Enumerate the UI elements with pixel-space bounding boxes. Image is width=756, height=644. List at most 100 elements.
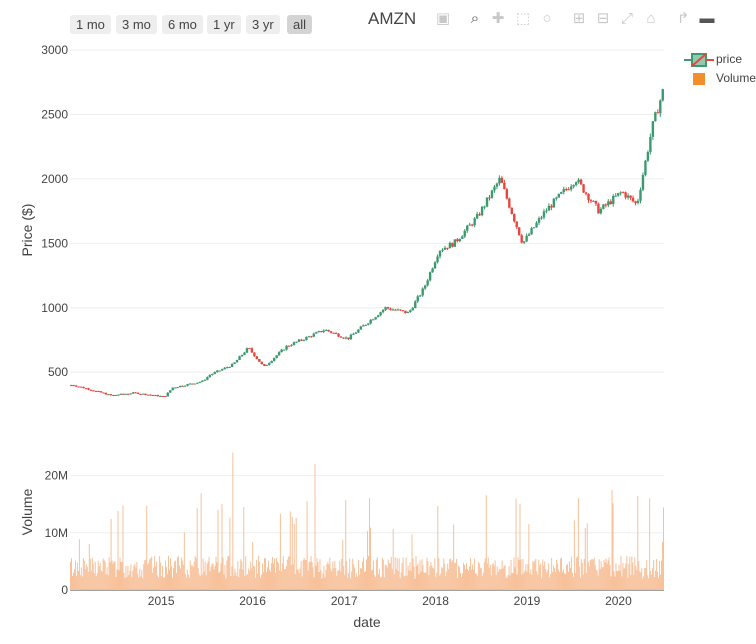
volume-bar[interactable] [124, 577, 126, 590]
volume-bar[interactable] [384, 564, 386, 590]
volume-bar[interactable] [584, 527, 586, 590]
volume-bar[interactable] [74, 560, 76, 590]
volume-bar[interactable] [343, 565, 345, 590]
volume-bar[interactable] [507, 575, 509, 590]
volume-bar[interactable] [255, 577, 257, 590]
volume-bar[interactable] [488, 568, 490, 590]
range-button-3-yr[interactable]: 3 yr [246, 15, 280, 34]
volume-bar[interactable] [463, 562, 465, 590]
volume-bar[interactable] [536, 571, 538, 590]
volume-bar[interactable] [204, 561, 206, 590]
volume-bar[interactable] [276, 561, 278, 590]
volume-bar[interactable] [150, 558, 152, 590]
price-candle[interactable] [446, 247, 449, 250]
legend-item-volume[interactable]: Volume [680, 69, 756, 88]
price-candle[interactable] [178, 385, 182, 388]
volume-bar[interactable] [185, 577, 187, 590]
volume-bar[interactable] [662, 541, 664, 590]
volume-bar[interactable] [259, 561, 261, 590]
volume-bar[interactable] [250, 561, 252, 590]
price-candle[interactable] [221, 368, 224, 371]
price-candle[interactable] [270, 360, 273, 364]
volume-bar[interactable] [318, 571, 320, 590]
volume-bar[interactable] [188, 577, 190, 590]
volume-bar[interactable] [323, 565, 325, 590]
volume-bar[interactable] [394, 557, 396, 590]
volume-bar[interactable] [557, 563, 559, 590]
volume-bar[interactable] [223, 574, 225, 590]
volume-bar[interactable] [549, 577, 551, 590]
price-candle[interactable] [369, 319, 372, 325]
volume-bar[interactable] [209, 571, 211, 590]
volume-bar[interactable] [107, 575, 109, 590]
volume-bar[interactable] [385, 565, 387, 590]
volume-bar[interactable] [349, 558, 351, 590]
volume-bar[interactable] [195, 558, 197, 590]
volume-bar[interactable] [498, 568, 500, 590]
volume-bar[interactable] [154, 555, 156, 590]
volume-bar[interactable] [392, 528, 394, 590]
price-candle[interactable] [621, 191, 625, 194]
volume-bar[interactable] [99, 563, 101, 590]
volume-bar[interactable] [144, 560, 146, 590]
price-candle[interactable] [542, 208, 546, 220]
volume-bar[interactable] [570, 556, 572, 590]
price-candle[interactable] [322, 329, 325, 334]
volume-bar[interactable] [439, 575, 441, 590]
volume-bar[interactable] [430, 562, 432, 590]
volume-bar[interactable] [661, 560, 663, 590]
price-candle[interactable] [367, 323, 370, 326]
volume-bar[interactable] [334, 560, 336, 590]
price-candle[interactable] [193, 383, 197, 385]
volume-bar[interactable] [575, 557, 577, 590]
volume-bar[interactable] [399, 578, 401, 590]
volume-bar[interactable] [191, 565, 193, 590]
price-candle[interactable] [453, 239, 457, 247]
volume-bar[interactable] [225, 578, 227, 590]
price-candle[interactable] [599, 207, 603, 215]
volume-bar[interactable] [82, 558, 84, 590]
volume-bar[interactable] [148, 562, 150, 590]
volume-bar[interactable] [226, 560, 228, 590]
volume-bar[interactable] [359, 574, 361, 590]
volume-bar[interactable] [509, 575, 511, 590]
volume-bar[interactable] [396, 558, 398, 590]
volume-bar[interactable] [644, 567, 646, 590]
volume-bar[interactable] [472, 569, 474, 590]
volume-bar[interactable] [481, 575, 483, 590]
reset-axes-icon[interactable]: ⌂ [646, 10, 656, 27]
volume-bar[interactable] [548, 563, 550, 590]
price-candle[interactable] [295, 341, 298, 344]
volume-bar[interactable] [145, 559, 147, 590]
volume-bar[interactable] [174, 560, 176, 590]
volume-bar[interactable] [537, 574, 539, 590]
price-candle[interactable] [552, 197, 556, 208]
volume-bar[interactable] [563, 569, 565, 590]
price-candle[interactable] [349, 333, 353, 340]
volume-bar[interactable] [353, 564, 355, 590]
volume-bar[interactable] [289, 511, 291, 590]
volume-bar[interactable] [503, 565, 505, 590]
volume-bar[interactable] [132, 570, 134, 590]
volume-bar[interactable] [256, 559, 258, 590]
volume-bar[interactable] [143, 563, 145, 590]
price-candle[interactable] [265, 364, 268, 366]
price-candle[interactable] [592, 200, 595, 202]
volume-bar[interactable] [267, 567, 269, 590]
volume-bar[interactable] [221, 503, 223, 590]
price-candle[interactable] [562, 186, 565, 195]
volume-bar[interactable] [282, 556, 284, 590]
volume-bar[interactable] [194, 555, 196, 590]
volume-bar[interactable] [379, 577, 381, 590]
volume-bar[interactable] [543, 565, 545, 590]
price-candle[interactable] [500, 176, 504, 184]
price-candle[interactable] [550, 204, 553, 211]
volume-bar[interactable] [590, 559, 592, 590]
volume-bar[interactable] [450, 558, 452, 590]
volume-bar[interactable] [496, 566, 498, 590]
price-candle[interactable] [607, 199, 610, 208]
volume-bar[interactable] [284, 568, 286, 590]
volume-bar[interactable] [433, 568, 435, 590]
price-candles[interactable] [70, 88, 664, 398]
volume-bar[interactable] [357, 576, 359, 590]
